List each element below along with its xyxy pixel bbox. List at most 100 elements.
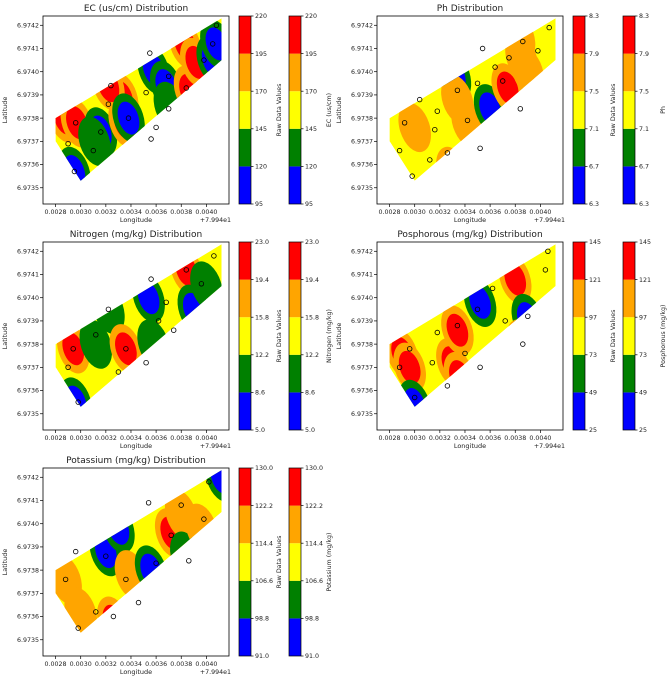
colorbar-tick-label: 120 <box>255 164 267 171</box>
colorbar-segment <box>239 543 251 581</box>
y-tick-label: 6.9737 <box>17 591 39 598</box>
y-tick-label: 6.9737 <box>351 139 373 146</box>
x-tick-label: 0.0028 <box>379 209 401 216</box>
y-tick-label: 6.9740 <box>17 295 39 302</box>
y-tick-label: 6.9739 <box>351 318 373 325</box>
colorbar-segment <box>623 242 635 280</box>
sample-point <box>170 327 177 333</box>
colorbar-tick-label: 7.9 <box>639 51 649 58</box>
y-tick-label: 6.9741 <box>17 498 39 505</box>
sample-point <box>153 124 159 131</box>
colorbar-segment <box>239 242 251 280</box>
colorbar-tick-label: 6.3 <box>639 201 649 208</box>
x-offset-label: +7.994e1 <box>534 443 565 450</box>
colorbar-label-variable: EC (us/cm) <box>326 93 333 127</box>
colorbar-tick-label: 7.5 <box>589 88 599 95</box>
x-tick-label: 0.0036 <box>145 661 167 668</box>
x-tick-label: 0.0038 <box>504 209 526 216</box>
nitrogen-distribution-panel: Nitrogen (mg/kg) Distribution 0.0028 0.003… <box>0 226 334 452</box>
sample-point <box>520 38 526 45</box>
sample-point <box>474 80 481 86</box>
colorbar-tick-label: 95 <box>255 201 263 208</box>
contour-blob <box>115 332 137 366</box>
y-tick-label: 6.9738 <box>351 341 373 348</box>
sample-point <box>168 532 174 538</box>
chart-title: Potassium (mg/kg) Distribution <box>66 456 206 466</box>
sample-point <box>454 322 461 329</box>
sample-point <box>71 168 78 175</box>
x-tick-label: 0.0034 <box>454 209 476 216</box>
sample-point <box>211 253 217 259</box>
colorbar-tick-label: 5.0 <box>255 427 265 434</box>
colorbar-tick-label: 97 <box>589 314 597 321</box>
contour-blob <box>210 470 222 494</box>
sample-point <box>434 108 440 114</box>
sample-point <box>444 383 451 389</box>
colorbar-segment <box>623 53 635 92</box>
y-tick-label: 6.9739 <box>17 92 39 99</box>
colorbar-segment <box>239 16 251 54</box>
sample-point <box>525 313 531 319</box>
sample-point <box>148 136 154 142</box>
sample-point <box>110 613 117 620</box>
potassium-distribution-panel: Potassium (mg/kg) Distribution 0.0028 0.00… <box>0 452 334 678</box>
y-tick-label: 6.9740 <box>17 521 39 528</box>
contour-blob <box>205 470 222 502</box>
sample-point <box>520 341 526 347</box>
y-tick-label: 6.9741 <box>351 272 373 279</box>
y-tick-label: 6.9741 <box>351 46 373 53</box>
colorbar-tick-label: 98.8 <box>255 616 269 623</box>
colorbar-tick-label: 8.6 <box>255 390 265 397</box>
x-tick-label: 0.0028 <box>45 209 67 216</box>
colorbar-tick-label: 25 <box>589 427 597 434</box>
colorbar-segment <box>239 468 251 506</box>
x-tick-label: 0.0030 <box>70 209 92 216</box>
sample-point <box>105 306 112 312</box>
sample-point <box>62 576 69 583</box>
colorbar-tick-label: 25 <box>639 427 647 434</box>
sample-point <box>145 500 152 506</box>
x-tick-label: 0.0032 <box>95 435 117 442</box>
y-tick-label: 6.9736 <box>17 162 39 169</box>
sample-point <box>454 87 461 93</box>
colorbar-segment <box>573 317 585 355</box>
ec-distribution-panel: EC (us/cm) Distribution 0.0028 0.0030 0.003… <box>0 0 334 226</box>
colorbar-tick-label: 6.3 <box>589 201 599 208</box>
sample-point <box>93 609 99 615</box>
sample-point <box>462 350 468 357</box>
y-tick-label: 6.9737 <box>351 365 373 372</box>
y-tick-label: 6.9741 <box>17 272 39 279</box>
sample-point <box>123 576 129 583</box>
colorbar-segment <box>573 242 585 280</box>
contour-blob <box>79 319 113 369</box>
colorbar-frame <box>572 15 586 205</box>
y-tick-label: 6.9735 <box>351 185 373 192</box>
sample-point <box>90 147 96 154</box>
sample-point <box>542 267 549 273</box>
colorbar-segment <box>239 166 251 204</box>
sample-point <box>499 78 506 84</box>
contour-blob <box>505 33 538 83</box>
y-tick-label: 6.9739 <box>17 544 39 551</box>
colorbar-tick-label: 12.2 <box>255 352 269 359</box>
sample-point <box>135 599 142 606</box>
colorbar-label-raw: Raw Data Values <box>276 310 283 363</box>
colorbar-tick-label: 6.7 <box>639 164 649 171</box>
colorbar-segment <box>289 91 301 129</box>
sample-point <box>115 369 122 375</box>
colorbar-segment <box>239 128 251 167</box>
colorbar-tick-label: 220 <box>305 13 317 20</box>
colorbar-tick-label: 114.4 <box>255 540 273 547</box>
sample-point <box>517 106 523 112</box>
y-tick-label: 6.9735 <box>17 185 39 192</box>
sample-point <box>70 346 76 352</box>
contour-blob <box>205 27 222 61</box>
x-tick-label: 0.0036 <box>145 209 167 216</box>
colorbar-segment <box>289 580 301 619</box>
colorbar-tick-label: 8.6 <box>305 390 315 397</box>
sample-point <box>183 85 189 91</box>
y-tick-label: 6.9736 <box>351 162 373 169</box>
colorbar-label-raw: Raw Data Values <box>276 536 283 589</box>
sample-point <box>429 359 435 366</box>
